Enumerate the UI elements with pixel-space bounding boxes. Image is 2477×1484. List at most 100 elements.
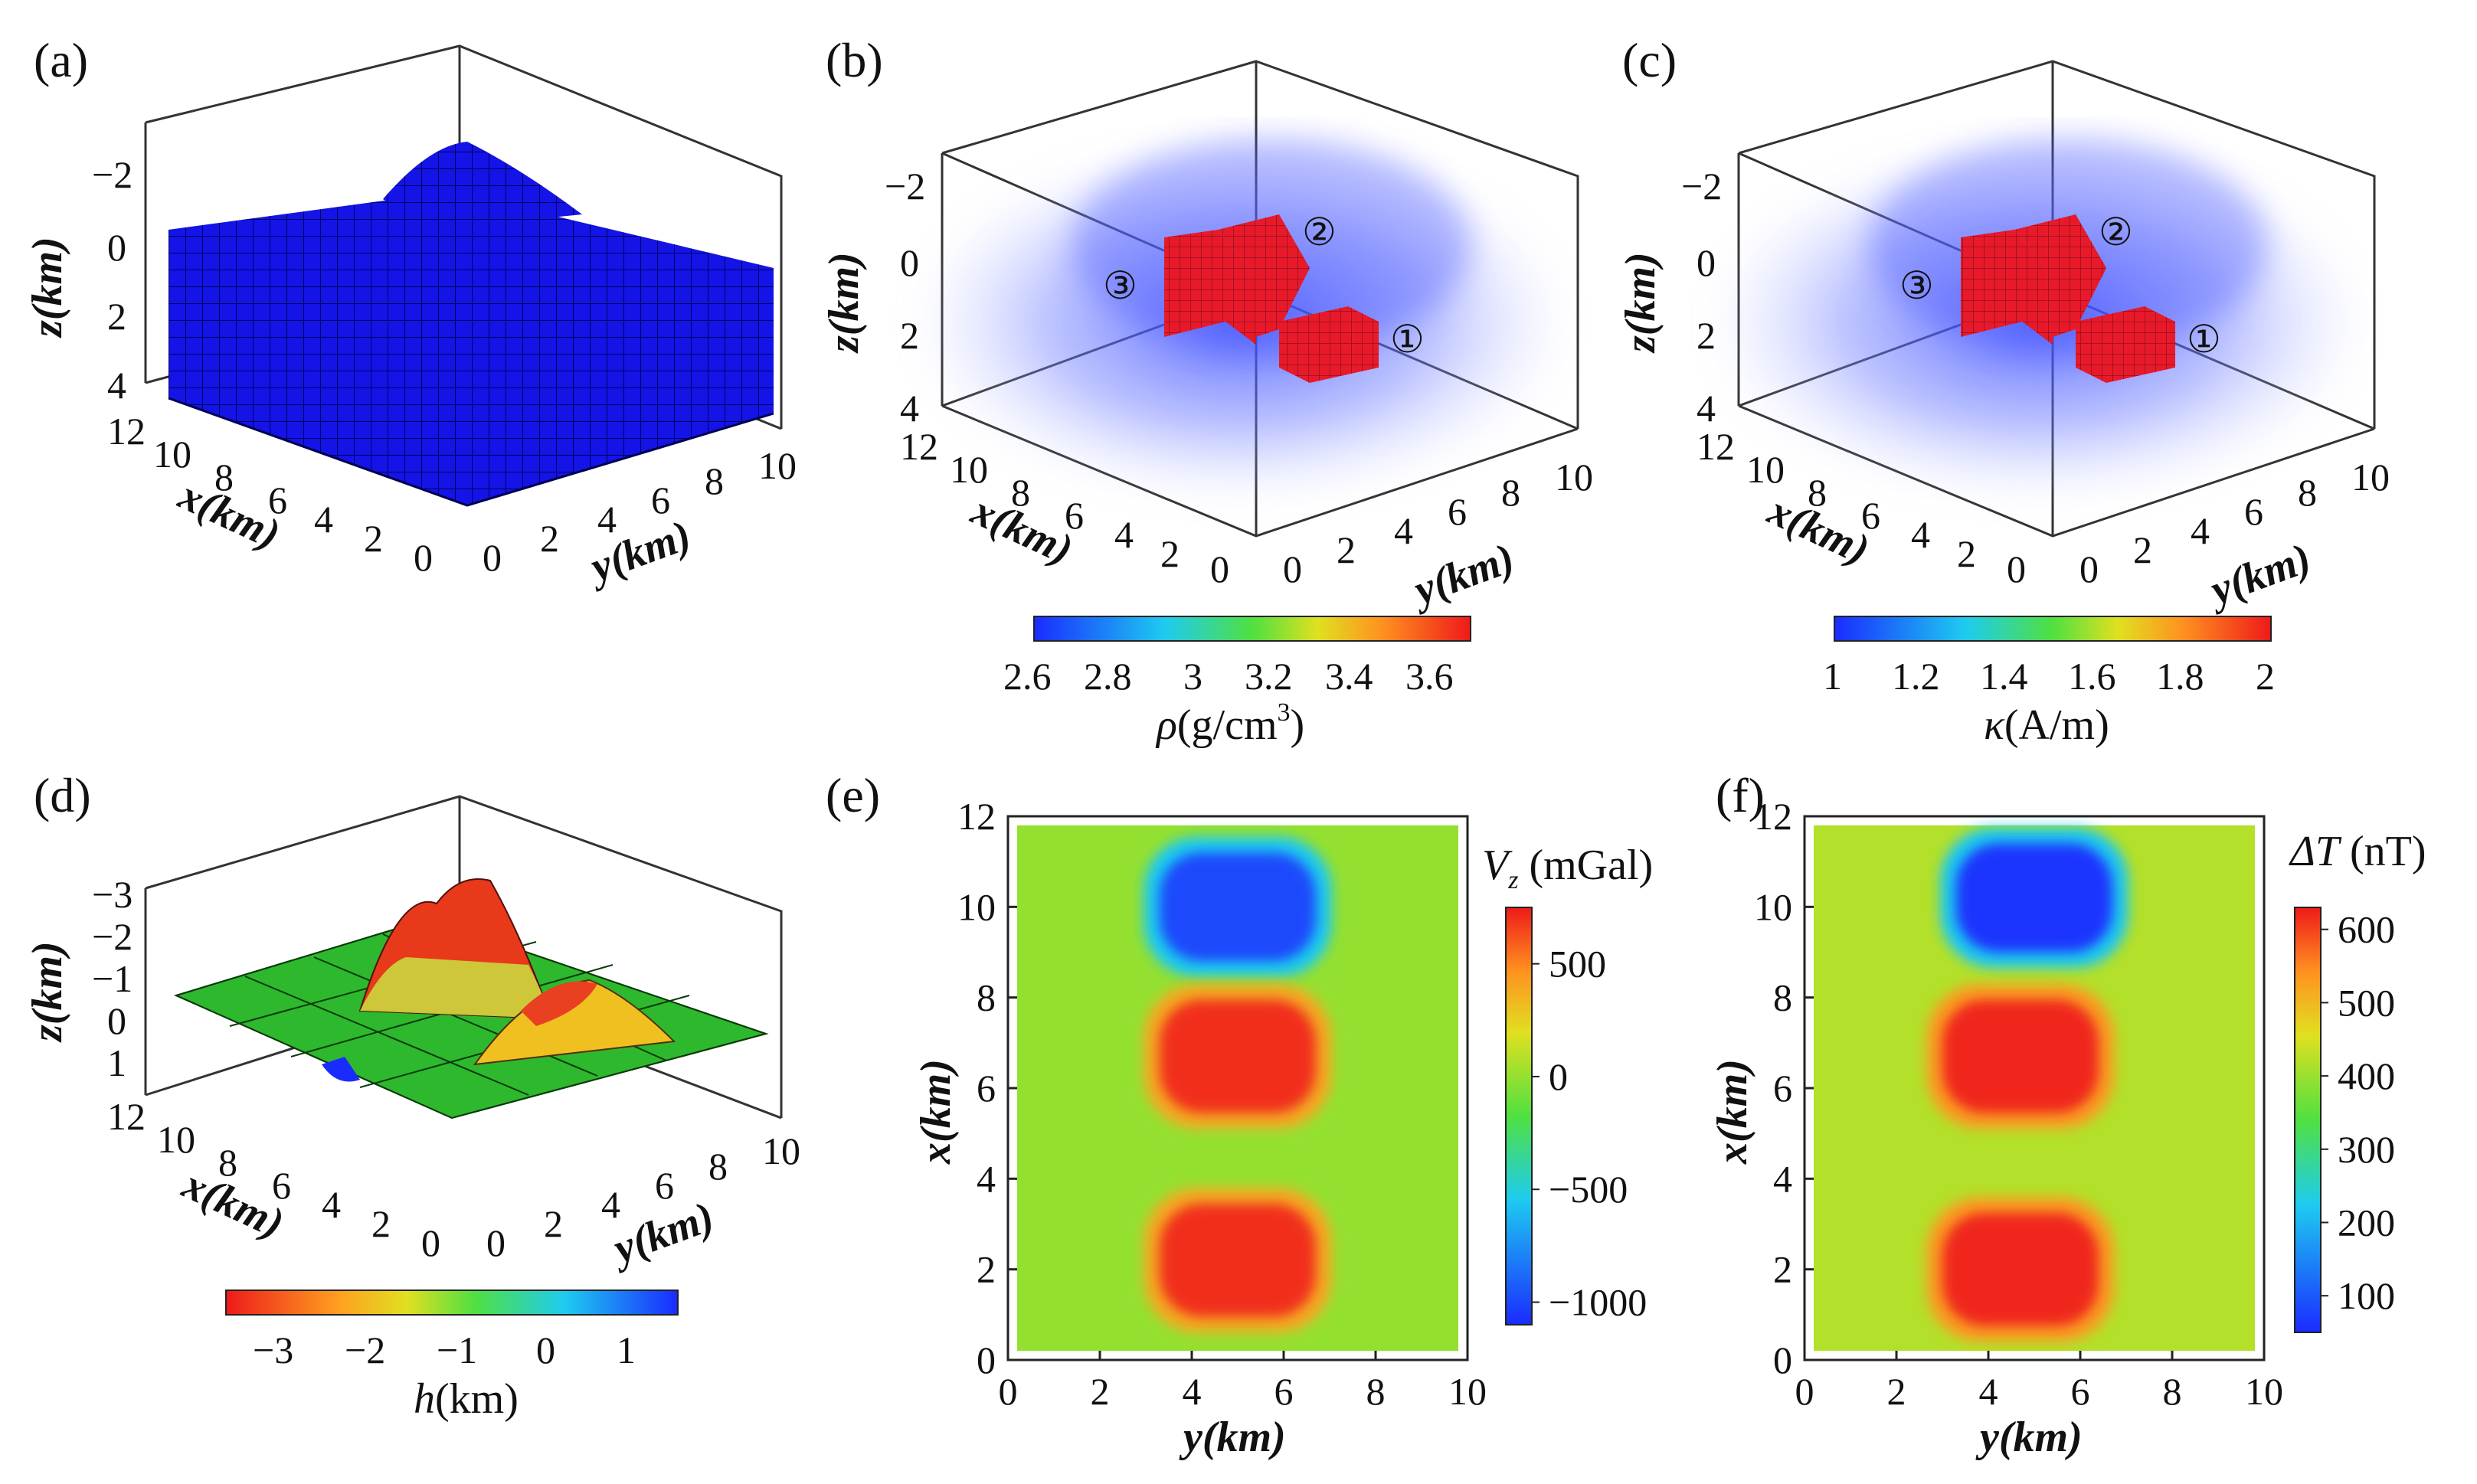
y-axis-d: 0 2 4 6 8 10 y(km) bbox=[486, 1129, 800, 1274]
colorbar-label-sub: z bbox=[1507, 866, 1518, 894]
y-tick-label: 8 bbox=[977, 976, 996, 1019]
colorbar-tick-label: 200 bbox=[2338, 1201, 2395, 1244]
x-tick: 6 bbox=[1065, 494, 1084, 537]
x-tick: 6 bbox=[272, 1164, 291, 1207]
colorbar-label: ΔT (nT) bbox=[2289, 828, 2426, 875]
surface-peak-2-top bbox=[521, 981, 597, 1026]
x-tick-label: 8 bbox=[1366, 1370, 1386, 1413]
y-tick: 2 bbox=[540, 517, 559, 560]
x-tick-label: 4 bbox=[1183, 1370, 1202, 1413]
z-axis-label: z(km) bbox=[24, 237, 71, 338]
x-tick-label: 0 bbox=[1795, 1370, 1814, 1413]
y-tick-label: 6 bbox=[1773, 1067, 1792, 1110]
y-tick: 4 bbox=[1394, 509, 1413, 552]
colorbar-label-close: ) bbox=[1291, 701, 1305, 749]
colorbar-tick: 1.2 bbox=[1892, 655, 1940, 698]
z-axis-label: z(km) bbox=[24, 941, 71, 1043]
colorbar-b: 2.6 2.8 3 3.2 3.4 3.6 ρ(g/cm3) bbox=[1003, 616, 1471, 749]
z-axis-label: z(km) bbox=[1617, 252, 1664, 354]
colorbar-tick-label: −500 bbox=[1549, 1168, 1628, 1211]
x-tick: 12 bbox=[107, 1095, 146, 1138]
y-tick-label: 0 bbox=[977, 1339, 996, 1381]
colorbar-tick: 1 bbox=[1823, 655, 1842, 698]
colorbar-tick: 1.8 bbox=[2156, 655, 2204, 698]
x-tick: 10 bbox=[1746, 448, 1785, 491]
colorbar-tick-label: −1000 bbox=[1549, 1281, 1647, 1324]
panel-b: (b) ② ③ ① −2 0 2 4 z(km) 12 10 8 6 4 2 0… bbox=[820, 33, 1593, 749]
colorbar-tick: −1 bbox=[437, 1329, 477, 1371]
y-tick-label: 4 bbox=[977, 1157, 996, 1200]
x-tick-label: 10 bbox=[1448, 1370, 1487, 1413]
z-axis-b: −2 0 2 4 z(km) bbox=[820, 165, 925, 430]
x-tick: 12 bbox=[900, 425, 938, 468]
panel-label-a: (a) bbox=[34, 33, 88, 87]
colorbar-label-unit: (mGal) bbox=[1518, 842, 1653, 889]
panel-a: (a) −2 0 2 4 z(km) 12 10 8 6 4 2 0 x(km) bbox=[24, 33, 797, 593]
panel-label-b: (b) bbox=[826, 33, 883, 87]
x-tick: 2 bbox=[1160, 532, 1180, 575]
x-tick: 8 bbox=[1808, 471, 1827, 514]
body-2 bbox=[2014, 214, 2106, 337]
y-tick-label: 8 bbox=[1773, 976, 1792, 1019]
body-label-1: ① bbox=[2187, 318, 2221, 361]
z-axis-label: z(km) bbox=[820, 252, 868, 354]
y-axis-label: y(km) bbox=[2201, 534, 2317, 616]
colorbar-c: 1 1.2 1.4 1.6 1.8 2 κ(A/m) bbox=[1823, 616, 2275, 749]
blue-block-side bbox=[467, 268, 774, 505]
y-tick: 2 bbox=[1337, 528, 1356, 571]
y-tick: 10 bbox=[758, 444, 797, 487]
x-tick: 0 bbox=[2007, 548, 2026, 590]
colorbar-tick: 3.6 bbox=[1405, 655, 1454, 698]
y-tick: 10 bbox=[1555, 456, 1593, 498]
y-tick: 4 bbox=[597, 498, 617, 541]
x-axis-label: x(km) bbox=[912, 1059, 960, 1165]
y-tick: 8 bbox=[1501, 471, 1520, 514]
y-axis-label: y(km) bbox=[1975, 1414, 2083, 1461]
x-tick: 0 bbox=[1210, 548, 1229, 590]
y-tick-label: 12 bbox=[957, 795, 996, 838]
blue-surface-bump bbox=[383, 142, 582, 230]
y-tick: 0 bbox=[486, 1221, 506, 1264]
body-label-2: ② bbox=[1302, 211, 1337, 253]
x-tick: 8 bbox=[218, 1141, 237, 1184]
y-tick: 2 bbox=[544, 1202, 563, 1245]
x-tick: 10 bbox=[157, 1118, 195, 1161]
colorbar-tick: 2 bbox=[2256, 655, 2275, 698]
body-label-1: ① bbox=[1390, 318, 1425, 361]
x-tick: 10 bbox=[950, 448, 988, 491]
colorbar-tick-label: 400 bbox=[2338, 1054, 2395, 1097]
anomaly-core bbox=[1160, 999, 1316, 1113]
z-tick: −2 bbox=[1681, 165, 1722, 208]
z-tick: 0 bbox=[1697, 241, 1716, 284]
z-axis-d: −3 −2 −1 0 1 z(km) bbox=[24, 873, 133, 1084]
y-tick: 0 bbox=[483, 536, 502, 579]
y-tick: 0 bbox=[1283, 548, 1302, 590]
z-axis-a: −2 0 2 4 z(km) bbox=[24, 153, 133, 407]
block-edge bbox=[168, 397, 774, 507]
x-axis-label: x(km) bbox=[1709, 1059, 1756, 1165]
y-tick: 10 bbox=[2351, 456, 2390, 498]
colorbar-label: h(km) bbox=[414, 1375, 519, 1423]
colorbar-label: ρ(g/cm3) bbox=[1155, 698, 1304, 749]
colorbar-tick-label: 500 bbox=[1549, 943, 1606, 986]
colorbar-label-unit: (A/m) bbox=[2004, 701, 2109, 749]
panel-d: (d) −3 −2 −1 0 1 z(km) 12 10 8 6 4 2 0 x… bbox=[24, 768, 800, 1423]
z-tick: −1 bbox=[92, 957, 133, 1000]
y-tick: 6 bbox=[655, 1164, 674, 1207]
y-axis-label: y(km) bbox=[1179, 1414, 1286, 1461]
y-tick: 6 bbox=[2244, 490, 2263, 533]
colorbar-tick: 2.8 bbox=[1084, 655, 1132, 698]
colorbar-tick-label: 100 bbox=[2338, 1274, 2395, 1317]
colorbar-label-symbol: ΔT bbox=[2289, 828, 2342, 875]
y-tick: 4 bbox=[2191, 509, 2210, 552]
colorbar-label: κ(A/m) bbox=[1984, 701, 2109, 749]
colorbar-tick-label: 300 bbox=[2338, 1128, 2395, 1171]
anomaly-core bbox=[1942, 999, 2099, 1113]
x-tick-label: 4 bbox=[1979, 1370, 1998, 1413]
panel-label-e: (e) bbox=[826, 768, 880, 822]
y-tick-label: 2 bbox=[977, 1248, 996, 1291]
y-tick-label: 0 bbox=[1773, 1339, 1792, 1381]
panel-e: (e) 0 2 4 6 8 10 0 2 4 6 8 10 12 x(km) y(km) 500 0 −50… bbox=[826, 768, 1653, 1461]
colorbar-gradient bbox=[225, 1290, 679, 1316]
colorbar-gradient bbox=[1033, 616, 1471, 642]
